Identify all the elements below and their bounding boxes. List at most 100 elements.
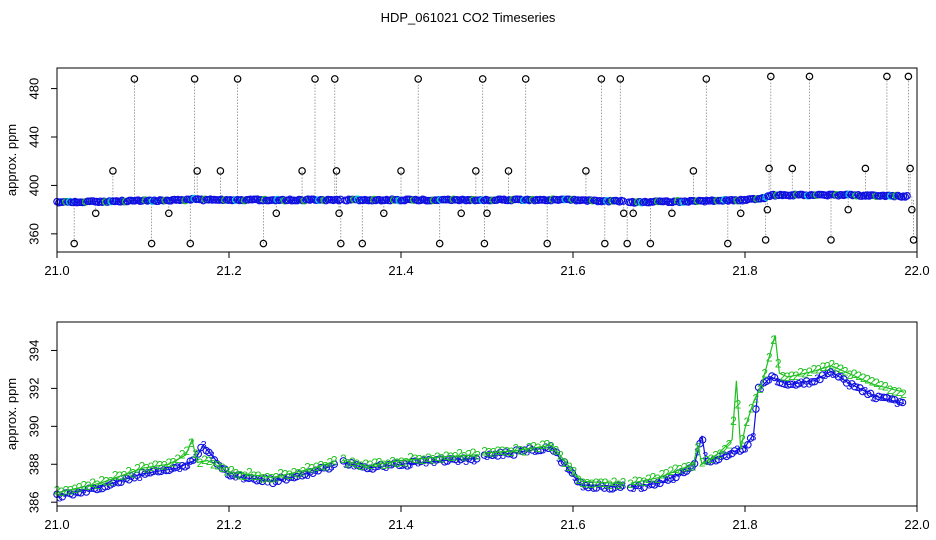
series-green-label: 2 xyxy=(611,475,618,489)
baseline-point xyxy=(673,197,682,205)
series-green-label: 2 xyxy=(654,472,661,486)
series-blue-point xyxy=(109,479,117,488)
series-green-label: 2 xyxy=(842,365,849,379)
series-blue-point xyxy=(730,447,739,455)
series-green-label: 2 xyxy=(246,466,253,480)
outlier-point xyxy=(457,209,466,218)
series-blue-point xyxy=(384,460,393,469)
x-axis-top: 21.0 21.2 21.4 21.6 21.8 22.0 xyxy=(44,252,930,278)
baseline-point xyxy=(765,192,774,201)
outlier-point xyxy=(298,167,306,175)
panel-top: 21.0 21.2 21.4 21.6 21.8 22.0 360 400 440 480 ap… xyxy=(4,67,930,278)
outlier-point xyxy=(379,209,388,218)
series-blue-label: 3 xyxy=(548,441,554,453)
series-green-label: 2 xyxy=(340,452,347,466)
series-green-label: 2 xyxy=(521,445,528,459)
series-blue-point xyxy=(117,478,125,486)
series-blue-label: 3 xyxy=(407,459,413,471)
series-green-label: 2 xyxy=(512,442,519,456)
series-blue-point xyxy=(504,449,513,458)
series-green-label: 2 xyxy=(539,438,546,452)
y-axis-label-top: approx. ppm xyxy=(4,124,19,196)
baseline-point xyxy=(199,196,208,205)
series-green-label: 2 xyxy=(837,362,844,376)
series-green-label: 2 xyxy=(304,461,311,475)
series-blue-point xyxy=(403,462,412,470)
series-blue-point xyxy=(888,395,896,403)
series-blue-label: 3 xyxy=(383,462,389,474)
series-green-label: 2 xyxy=(811,363,818,377)
series-blue-point xyxy=(842,379,851,387)
series-green-label: 2 xyxy=(641,475,648,489)
series-blue-point xyxy=(141,470,149,478)
series-blue-point xyxy=(738,445,747,454)
series-green-label: 2 xyxy=(508,445,515,459)
series-green-label: 2 xyxy=(659,468,666,482)
outlier-point xyxy=(616,75,625,83)
series-green-label: 2 xyxy=(784,370,791,384)
series-green-label: 2 xyxy=(309,462,316,476)
series-green-label: 2 xyxy=(797,366,804,380)
series-green-label: 2 xyxy=(143,462,150,476)
series-green-label: 2 xyxy=(597,476,604,490)
outlier-point xyxy=(629,209,638,218)
series-blue-label: 3 xyxy=(209,450,215,462)
series-green-label: 2 xyxy=(416,452,423,466)
baseline-point xyxy=(789,191,798,200)
series-blue-point xyxy=(568,469,577,477)
outlier-point xyxy=(844,205,853,214)
series-green-label: 2 xyxy=(98,474,105,488)
series-green-label: 2 xyxy=(233,466,240,480)
series-blue-point xyxy=(77,489,85,497)
y-tick-label: 400 xyxy=(26,175,41,197)
series-blue-label: 3 xyxy=(431,457,437,469)
outlier-point xyxy=(805,72,814,81)
series-green-label: 2 xyxy=(398,455,405,469)
outlier-point xyxy=(689,167,698,175)
baseline-point xyxy=(700,197,709,206)
y-tick-label: 392 xyxy=(26,378,41,400)
series-green-label: 2 xyxy=(735,397,742,411)
outlier-point xyxy=(765,164,773,173)
outlier-point xyxy=(483,209,491,218)
series-green-label: 2 xyxy=(210,457,217,471)
series-green-label: 2 xyxy=(259,472,266,486)
baseline-point xyxy=(628,197,637,206)
series-green-label: 2 xyxy=(494,444,501,458)
series-green-label: 2 xyxy=(385,457,392,471)
series-blue-point xyxy=(650,481,659,489)
y-tick-label: 394 xyxy=(26,340,41,362)
series-blue-label: 3 xyxy=(556,453,562,465)
series-green-label: 2 xyxy=(286,468,293,482)
series-green-label: 2 xyxy=(197,456,204,470)
outlier-point xyxy=(259,239,268,248)
baseline-point xyxy=(286,195,294,204)
series-green-label: 2 xyxy=(264,471,271,485)
series-blue-point xyxy=(794,380,803,388)
chart-title: HDP_061021 CO2 Timeseries xyxy=(381,10,556,25)
series-blue-point xyxy=(874,392,883,401)
baseline-point xyxy=(343,196,351,205)
series-green-label: 2 xyxy=(407,451,414,465)
series-green-label: 2 xyxy=(313,460,320,474)
series-green-label: 2 xyxy=(89,476,96,490)
baseline-point xyxy=(903,192,911,200)
series-green-label: 2 xyxy=(775,356,782,370)
outlier-point xyxy=(504,167,513,175)
series-blue-point xyxy=(714,455,723,464)
series-blue-point xyxy=(762,377,771,386)
series-green-label: 2 xyxy=(116,469,123,483)
series-blue-point xyxy=(245,474,253,483)
baseline-point xyxy=(719,197,727,205)
series-blue-point xyxy=(866,389,875,398)
outlier-point xyxy=(336,239,345,248)
baseline-point xyxy=(181,196,190,205)
series-blue-label: 3 xyxy=(702,450,708,462)
series-green-label: 2 xyxy=(345,457,352,471)
outlier-point xyxy=(358,239,367,248)
series-green-label: 2 xyxy=(241,469,248,483)
series-green-label: 2 xyxy=(490,446,497,460)
series-green-label: 2 xyxy=(833,361,840,375)
series-blue-point xyxy=(480,451,489,459)
